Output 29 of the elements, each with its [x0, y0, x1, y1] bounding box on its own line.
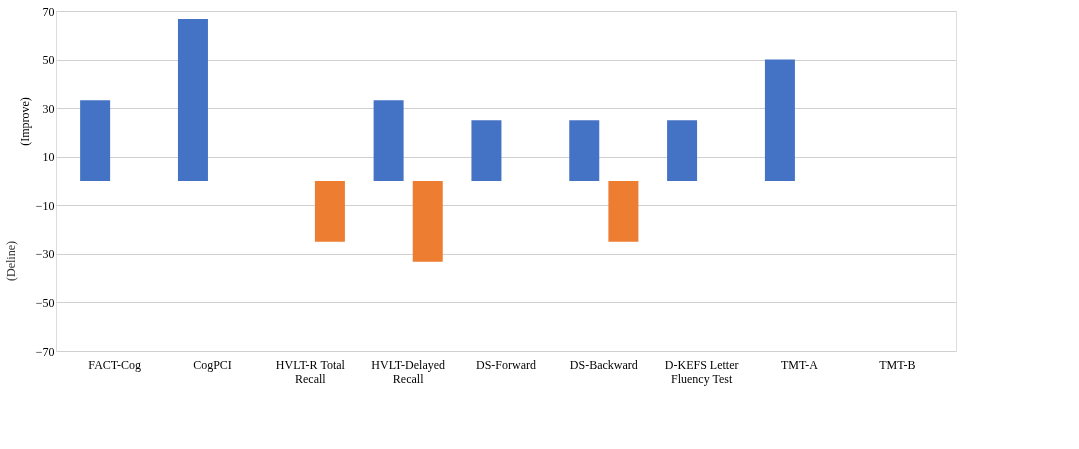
- x-tick-label: TMT-A: [781, 357, 819, 372]
- y-tick-label: −70: [35, 344, 55, 359]
- x-tick-label: HVLT-Delayed Recall: [371, 357, 446, 386]
- x-tick-label: CogPCI: [193, 357, 232, 372]
- y-tick-label: 50: [42, 53, 55, 68]
- x-tick-label: HVLT-R Total Recall: [275, 357, 346, 386]
- bar: [177, 19, 208, 181]
- bar: [569, 120, 600, 181]
- bar: [608, 181, 639, 242]
- x-tick-label: DS-Forward: [476, 357, 536, 372]
- x-tick-label: DS-Backward: [569, 357, 638, 372]
- x-tick-label: FACT-Cog: [88, 357, 142, 372]
- bar: [80, 100, 111, 181]
- bar: [471, 120, 502, 181]
- bar: [667, 120, 698, 181]
- y-axis-title: (Improve): [17, 97, 32, 146]
- y-tick-label: 10: [42, 150, 55, 165]
- text: (Deline): [4, 241, 18, 281]
- bar: [314, 181, 345, 242]
- y-tick-label: −10: [35, 198, 55, 213]
- bar: [373, 100, 404, 181]
- y-tick-label: −30: [35, 247, 55, 262]
- y-tick-label: −50: [35, 295, 55, 310]
- y-tick-label: 70: [42, 4, 55, 19]
- bar: [764, 59, 795, 181]
- y-tick-label: 30: [42, 101, 55, 116]
- x-tick-label: D-KEFS Letter Fluency Test: [664, 357, 739, 386]
- bar: [412, 181, 443, 262]
- x-tick-label: TMT-B: [879, 357, 916, 372]
